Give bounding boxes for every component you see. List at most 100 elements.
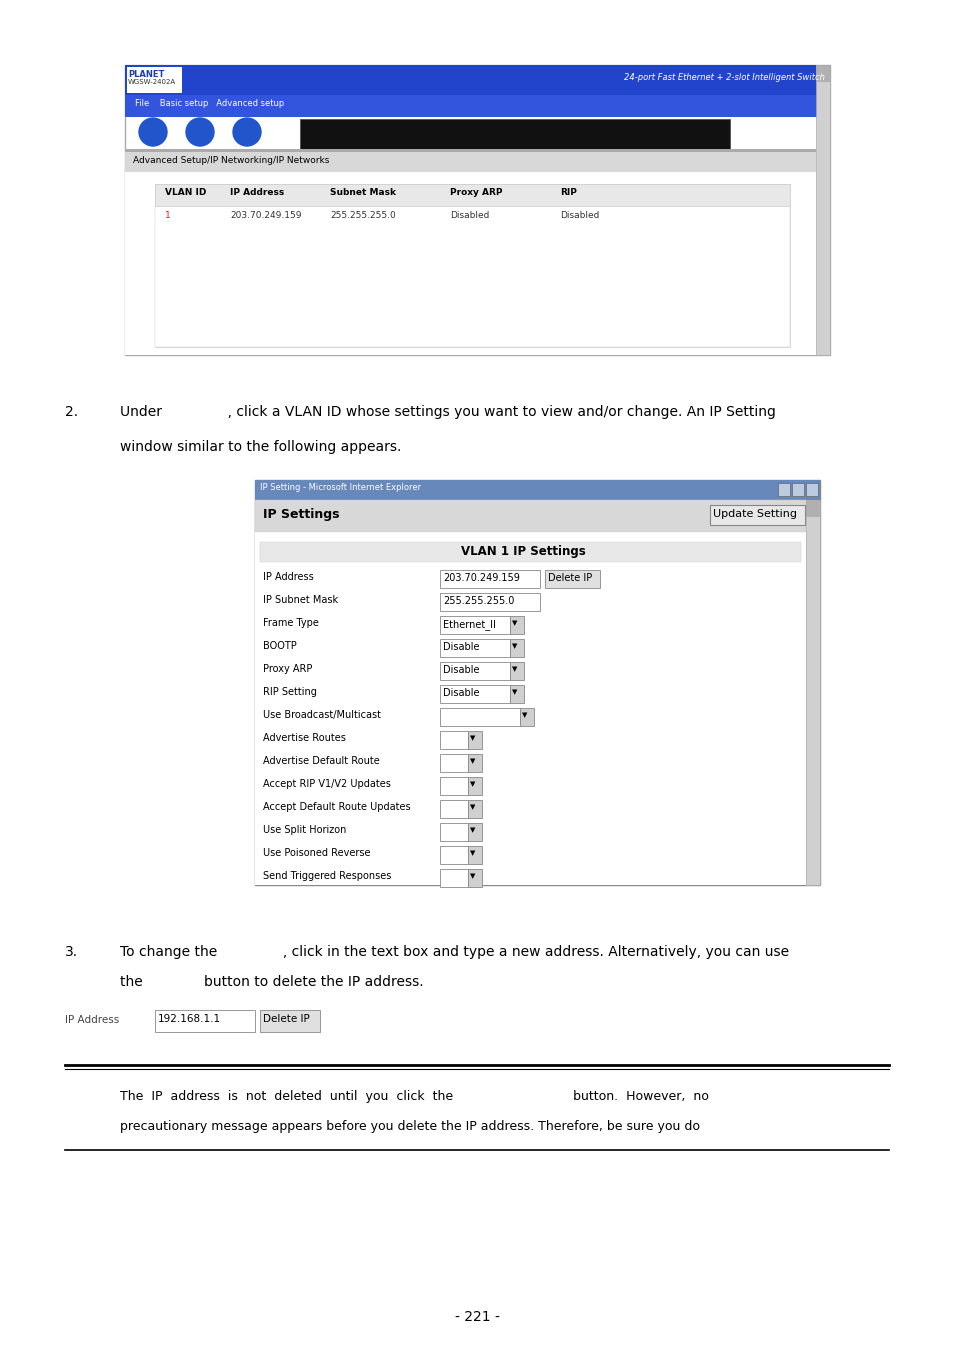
Text: ▼: ▼ (512, 643, 517, 648)
Bar (260, 542, 801, 562)
Text: - 221 -: - 221 - (454, 1310, 499, 1324)
Bar (791, 484, 803, 496)
Text: IP Address: IP Address (263, 571, 314, 582)
Text: 24-port Fast Ethernet + 2-slot Intelligent Switch: 24-port Fast Ethernet + 2-slot Intellige… (623, 73, 824, 82)
Text: VLAN ID: VLAN ID (165, 188, 206, 197)
Circle shape (139, 118, 167, 146)
Bar (125, 65, 829, 95)
Bar (254, 500, 805, 532)
Text: IP Settings: IP Settings (263, 508, 339, 521)
Bar (439, 754, 468, 771)
Text: 255.255.255.0: 255.255.255.0 (442, 596, 514, 607)
Bar (439, 662, 510, 680)
Bar (439, 823, 468, 842)
Bar (519, 708, 534, 725)
Text: Use Poisoned Reverse: Use Poisoned Reverse (263, 848, 370, 858)
Bar (468, 731, 481, 748)
Bar (154, 184, 789, 347)
Bar (125, 149, 815, 153)
Text: IP Setting - Microsoft Internet Explorer: IP Setting - Microsoft Internet Explorer (260, 484, 420, 492)
Text: ▼: ▼ (470, 873, 475, 880)
Bar (254, 480, 820, 500)
Text: 192.168.1.1: 192.168.1.1 (158, 1015, 221, 1024)
Bar (778, 484, 789, 496)
Text: Disabled: Disabled (559, 211, 598, 220)
Text: ▼: ▼ (470, 850, 475, 857)
Text: To change the               , click in the text box and type a new address. Alte: To change the , click in the text box an… (120, 944, 788, 959)
Text: Disable: Disable (442, 688, 479, 698)
Text: 1: 1 (165, 211, 171, 220)
Bar (805, 500, 820, 516)
Text: Proxy ARP: Proxy ARP (450, 188, 502, 197)
Bar (299, 119, 729, 161)
Text: RIP: RIP (559, 188, 577, 197)
Text: ▼: ▼ (521, 712, 527, 717)
Text: ▼: ▼ (512, 666, 517, 671)
Text: ▼: ▼ (470, 781, 475, 788)
Text: IP Subnet Mask: IP Subnet Mask (263, 594, 337, 605)
Bar (544, 570, 599, 588)
Bar (439, 639, 510, 657)
Bar (439, 777, 468, 794)
Bar (468, 777, 481, 794)
Bar (254, 532, 805, 885)
Bar (510, 616, 523, 634)
Text: 203.70.249.159: 203.70.249.159 (230, 211, 301, 220)
Bar (815, 65, 829, 81)
Bar (468, 823, 481, 842)
Text: BOOTP: BOOTP (263, 640, 296, 651)
Bar (468, 869, 481, 888)
Text: Frame Type: Frame Type (263, 617, 318, 628)
Bar (510, 639, 523, 657)
Text: Under               , click a VLAN ID whose settings you want to view and/or cha: Under , click a VLAN ID whose settings y… (120, 405, 775, 419)
Text: File    Basic setup   Advanced setup: File Basic setup Advanced setup (135, 99, 284, 108)
Bar (125, 172, 815, 355)
Text: Disable: Disable (442, 665, 479, 676)
Bar (439, 685, 510, 703)
Bar (125, 153, 815, 172)
Text: IP Address: IP Address (230, 188, 284, 197)
Text: ▼: ▼ (470, 735, 475, 740)
Bar (260, 1011, 319, 1032)
Text: Delete IP: Delete IP (263, 1015, 310, 1024)
Text: Disabled: Disabled (450, 211, 489, 220)
Text: Accept Default Route Updates: Accept Default Route Updates (263, 802, 410, 812)
Text: Proxy ARP: Proxy ARP (263, 663, 312, 674)
Bar (154, 184, 789, 205)
Bar (154, 1011, 254, 1032)
Bar (805, 484, 817, 496)
Circle shape (233, 118, 261, 146)
Text: window similar to the following appears.: window similar to the following appears. (120, 440, 401, 454)
Text: 3.: 3. (65, 944, 78, 959)
Text: PLANET: PLANET (128, 70, 164, 78)
Text: Disable: Disable (442, 642, 479, 653)
Text: Delete IP: Delete IP (547, 573, 592, 584)
Text: Advertise Default Route: Advertise Default Route (263, 757, 379, 766)
Text: 255.255.255.0: 255.255.255.0 (330, 211, 395, 220)
Text: WGSW-2402A: WGSW-2402A (128, 78, 176, 85)
Bar (510, 662, 523, 680)
Bar (439, 731, 468, 748)
Bar (439, 593, 539, 611)
Bar (439, 846, 468, 865)
Text: Accept RIP V1/V2 Updates: Accept RIP V1/V2 Updates (263, 780, 391, 789)
Text: IP Address: IP Address (65, 1015, 119, 1025)
Text: ▼: ▼ (470, 827, 475, 834)
Bar (125, 95, 829, 118)
Bar (805, 500, 820, 885)
Bar (439, 616, 510, 634)
Bar (125, 65, 829, 355)
Bar (468, 754, 481, 771)
Text: 2.: 2. (65, 405, 78, 419)
Bar (127, 68, 182, 93)
Bar (439, 708, 519, 725)
Text: Ethernet_II: Ethernet_II (442, 619, 496, 630)
Circle shape (186, 118, 213, 146)
Bar (510, 685, 523, 703)
Bar (439, 869, 468, 888)
Text: Advanced Setup/IP Networking/IP Networks: Advanced Setup/IP Networking/IP Networks (132, 155, 329, 165)
Text: 203.70.249.159: 203.70.249.159 (442, 573, 519, 584)
Text: Advertise Routes: Advertise Routes (263, 734, 346, 743)
Bar (468, 846, 481, 865)
Bar (439, 570, 539, 588)
